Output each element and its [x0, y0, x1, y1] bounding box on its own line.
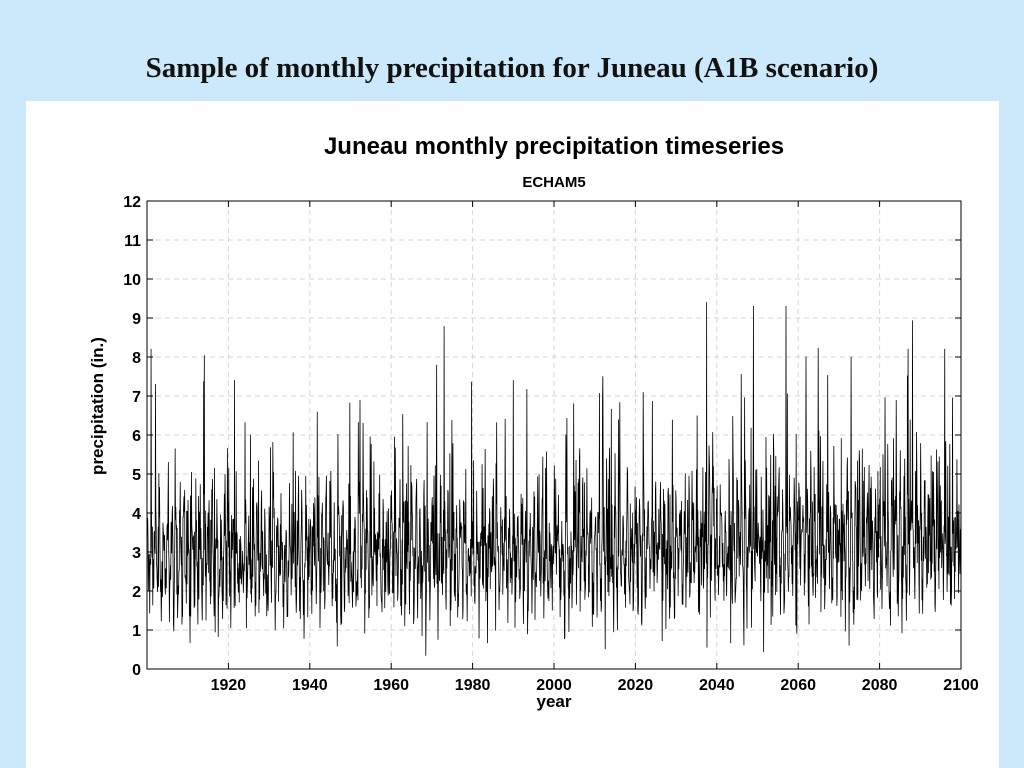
grid-layer [147, 201, 961, 669]
x-tick-label: 2100 [943, 677, 979, 694]
y-tick-label: 9 [132, 311, 141, 328]
y-tick-label: 11 [124, 233, 141, 250]
y-tick-label: 7 [132, 389, 141, 406]
x-tick-label: 2080 [862, 677, 898, 694]
x-tick-label: 1980 [455, 677, 491, 694]
x-tick-label: 2020 [618, 677, 654, 694]
y-tick-label: 1 [132, 623, 141, 640]
series-layer [146, 301, 962, 656]
y-tick-label: 10 [123, 272, 141, 289]
precipitation-chart: Juneau monthly precipitation timeseries … [88, 133, 979, 711]
slide-title: Sample of monthly precipitation for June… [145, 52, 879, 84]
figure-panel: Juneau monthly precipitation timeseries … [26, 101, 999, 768]
chart-title: Juneau monthly precipitation timeseries [324, 133, 784, 160]
y-tick-label: 5 [132, 467, 141, 484]
chart-subtitle: ECHAM5 [522, 174, 585, 191]
x-tick-label: 2060 [780, 677, 816, 694]
y-tick-label: 8 [132, 350, 141, 367]
y-tick-label: 0 [132, 662, 141, 679]
x-axis-label: year [537, 692, 572, 711]
x-tick-label: 2040 [699, 677, 735, 694]
y-tick-label: 6 [132, 428, 141, 445]
y-tick-label: 12 [123, 194, 141, 211]
y-tick-label: 4 [132, 506, 141, 523]
x-tick-label: 1960 [373, 677, 409, 694]
x-tick-label: 1940 [292, 677, 328, 694]
y-axis-label: precipitation (in.) [88, 337, 107, 475]
y-tick-label: 2 [132, 584, 141, 601]
plot-frame [146, 200, 962, 670]
x-tick-label: 1920 [211, 677, 247, 694]
precipitation-series-line [146, 301, 962, 656]
y-tick-label: 3 [132, 545, 141, 562]
x-tick-label: 2000 [536, 677, 572, 694]
